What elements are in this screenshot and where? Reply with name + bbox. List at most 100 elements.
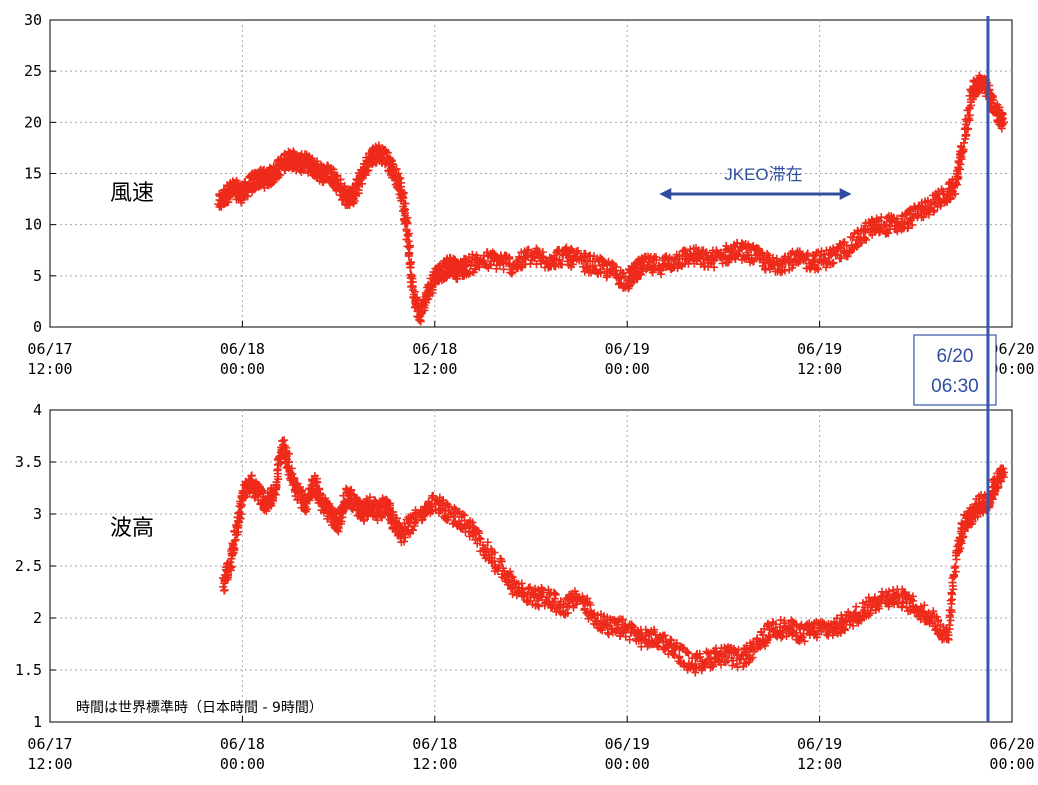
data-point [898, 599, 907, 608]
data-point [404, 252, 413, 261]
data-point [710, 263, 719, 272]
x-tick-time: 12:00 [797, 755, 842, 773]
data-point [603, 260, 612, 269]
wave-height-y-ticks: 1 1.5 2 2.5 3 3.5 4 [15, 401, 56, 731]
data-point [683, 647, 692, 656]
x-tick-time: 00:00 [989, 755, 1034, 773]
highlight-time-date: 6/20 [936, 346, 973, 367]
data-point [939, 187, 948, 196]
data-point [583, 594, 592, 603]
data-point [612, 262, 621, 271]
x-tick-date: 06/17 [27, 340, 72, 358]
y-tick-label: 3 [33, 505, 42, 523]
data-point [670, 651, 679, 660]
x-tick-time: 12:00 [412, 360, 457, 378]
y-tick-label: 2 [33, 609, 42, 627]
data-point [408, 277, 417, 286]
x-tick-time: 00:00 [220, 755, 265, 773]
highlight-time-box [913, 334, 997, 406]
x-tick-date: 06/18 [412, 340, 457, 358]
data-point [951, 567, 960, 576]
data-point [999, 118, 1008, 127]
data-point [803, 252, 812, 261]
y-tick-label: 2.5 [15, 557, 42, 575]
data-point [733, 663, 742, 672]
data-point [284, 449, 293, 458]
x-tick-time: 00:00 [989, 360, 1034, 378]
data-point [241, 493, 250, 502]
data-point [354, 186, 363, 195]
wind-speed-panel: 0 5 10 15 20 25 30 06/17 12:00 06/18 00:00 06/18 12… [24, 11, 1035, 378]
data-point [937, 199, 946, 208]
arrow-head-right [839, 187, 852, 200]
data-point [533, 246, 542, 255]
data-point [814, 265, 823, 274]
data-point [270, 489, 279, 498]
data-point [734, 645, 743, 654]
data-point [660, 631, 669, 640]
data-point [840, 626, 849, 635]
data-point [771, 620, 780, 629]
data-point [588, 257, 597, 266]
data-point [563, 609, 572, 618]
data-point [362, 167, 371, 176]
x-tick-date: 06/19 [797, 735, 842, 753]
data-point [832, 614, 841, 623]
data-point [236, 502, 245, 511]
time-zone-note: 時間は世界標準時（日本時間 - 9時間） [76, 700, 323, 716]
data-point [837, 254, 846, 263]
data-point [957, 155, 966, 164]
x-tick-time: 00:00 [605, 360, 650, 378]
data-point [948, 590, 957, 599]
data-point [389, 507, 398, 516]
data-point [455, 517, 464, 526]
data-point [968, 517, 977, 526]
highlight-time-clock: 06:30 [931, 376, 979, 397]
data-point [953, 180, 962, 189]
data-point [655, 261, 664, 270]
data-point [513, 256, 522, 265]
data-point [884, 229, 893, 238]
data-point [959, 138, 968, 147]
data-point [848, 233, 857, 242]
data-point [924, 608, 933, 617]
x-tick-time: 12:00 [27, 755, 72, 773]
data-point [731, 242, 740, 251]
wave-height-label: 波高 [110, 516, 154, 541]
data-point [629, 623, 638, 632]
data-point [383, 148, 392, 157]
data-point [460, 266, 469, 275]
data-point [490, 548, 499, 557]
data-point [893, 214, 902, 223]
data-point [625, 635, 634, 644]
data-point [862, 235, 871, 244]
data-point [508, 573, 517, 582]
data-point [963, 125, 972, 134]
data-point [945, 613, 954, 622]
data-point [506, 567, 515, 576]
data-point [350, 196, 359, 205]
data-point [952, 555, 961, 564]
wind-speed-label: 風速 [110, 181, 154, 206]
data-point [874, 602, 883, 611]
data-point [591, 261, 600, 270]
data-point [702, 248, 711, 257]
data-point [238, 195, 247, 204]
data-point [422, 508, 431, 517]
data-point [777, 633, 786, 642]
data-point [392, 164, 401, 173]
data-point [724, 256, 733, 265]
data-point [858, 599, 867, 608]
data-point [932, 624, 941, 633]
data-point [766, 633, 775, 642]
data-point [361, 171, 370, 180]
data-point [220, 185, 229, 194]
data-point [438, 498, 447, 507]
y-tick-label: 30 [24, 11, 42, 29]
y-tick-label: 20 [24, 113, 42, 131]
data-point [507, 572, 516, 581]
data-point [410, 522, 419, 531]
data-point [949, 572, 958, 581]
data-point [829, 258, 838, 267]
y-tick-label: 1 [33, 713, 42, 731]
